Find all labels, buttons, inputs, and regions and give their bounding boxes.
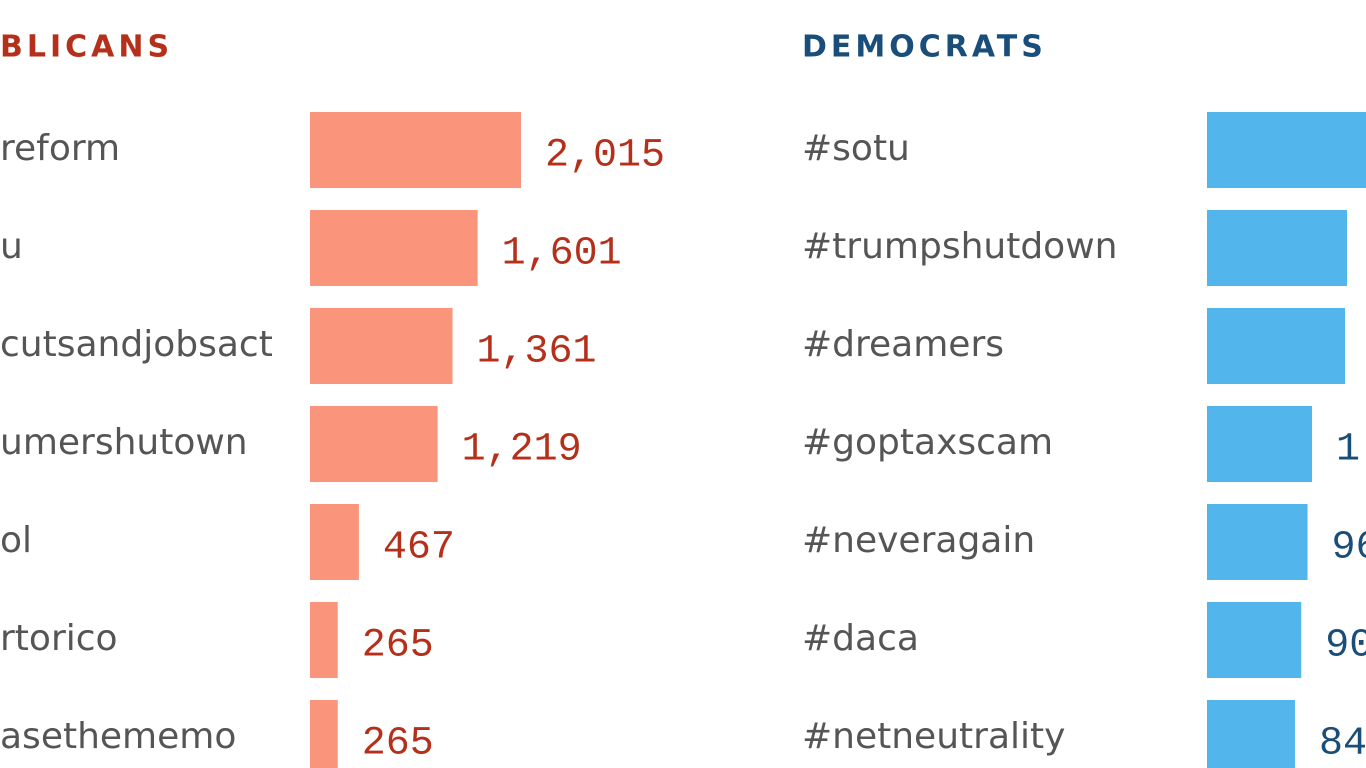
value-label: 1 bbox=[1336, 428, 1360, 473]
value-label: 467 bbox=[383, 526, 455, 571]
category-label: umershutown bbox=[0, 422, 248, 463]
panel-title: DEMOCRATS bbox=[802, 30, 1047, 65]
bar bbox=[310, 112, 521, 188]
value-label: 1,601 bbox=[502, 232, 622, 277]
value-label: 1,219 bbox=[462, 428, 582, 473]
category-label: cutsandjobsact bbox=[0, 324, 273, 365]
bar bbox=[310, 308, 453, 384]
category-label: #netneutrality bbox=[802, 716, 1065, 757]
bar bbox=[310, 700, 338, 768]
category-label: #sotu bbox=[802, 128, 910, 169]
bar bbox=[1207, 504, 1308, 580]
bar bbox=[310, 210, 478, 286]
bar bbox=[310, 406, 438, 482]
bar bbox=[310, 602, 338, 678]
category-label: #trumpshutdown bbox=[802, 226, 1117, 267]
value-label: 90 bbox=[1325, 624, 1366, 669]
category-label: asethememo bbox=[0, 716, 236, 757]
value-label: 1,361 bbox=[477, 330, 597, 375]
category-label: #goptaxscam bbox=[802, 422, 1053, 463]
bar bbox=[1207, 406, 1313, 482]
category-label: #dreamers bbox=[802, 324, 1004, 365]
bar bbox=[1207, 700, 1295, 768]
category-label: reform bbox=[0, 128, 120, 169]
value-label: 265 bbox=[362, 624, 434, 669]
category-label: #neveragain bbox=[802, 520, 1035, 561]
category-label: u bbox=[0, 226, 23, 267]
bar bbox=[1207, 602, 1302, 678]
category-label: rtorico bbox=[0, 618, 118, 659]
bar bbox=[1207, 210, 1348, 286]
value-label: 2,015 bbox=[545, 134, 665, 179]
panel-title: BLICANS bbox=[0, 30, 173, 65]
bar bbox=[1207, 308, 1346, 384]
bar bbox=[1207, 112, 1366, 188]
bar bbox=[310, 504, 359, 580]
value-label: 265 bbox=[362, 722, 434, 767]
value-label: 84 bbox=[1319, 722, 1366, 767]
value-label: 96 bbox=[1332, 526, 1366, 571]
category-label: ol bbox=[0, 520, 32, 561]
category-label: #daca bbox=[802, 618, 919, 659]
